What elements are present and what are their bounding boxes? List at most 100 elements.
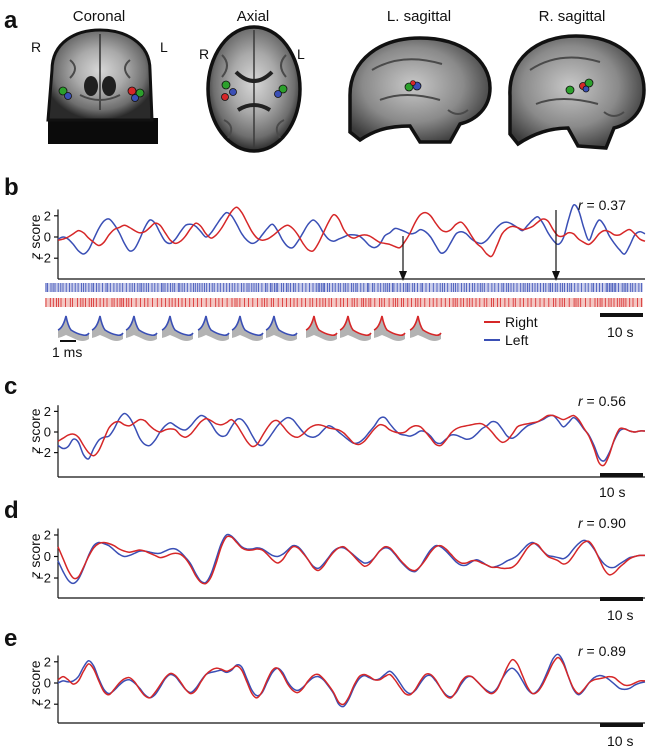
y-tick-label: 2 bbox=[44, 527, 51, 542]
waveform-shading bbox=[340, 316, 371, 341]
electrode-marker-green bbox=[278, 84, 288, 94]
y-tick-label: 2 bbox=[44, 404, 51, 419]
waveform-trace bbox=[231, 315, 264, 337]
coronal-ventricle-right bbox=[102, 76, 116, 96]
y-tick-label: 2 bbox=[44, 208, 51, 223]
waveform-trace bbox=[373, 315, 406, 337]
chart-d: 2 0 −2 bbox=[36, 527, 646, 599]
event-arrow bbox=[552, 210, 560, 281]
coronal-view: Coronal R L bbox=[31, 8, 168, 144]
waveform-trace bbox=[57, 315, 90, 337]
axial-sulci bbox=[221, 54, 287, 139]
panel-d: d z score 2 0 −2 r = 0.90 10 s bbox=[4, 497, 646, 623]
coronal-base bbox=[48, 118, 158, 144]
electrode-marker-green bbox=[584, 78, 594, 88]
waveform-shading bbox=[92, 316, 123, 341]
series-line-left bbox=[57, 412, 646, 462]
y-tick-label: −2 bbox=[36, 697, 51, 712]
panel-label-b: b bbox=[4, 174, 19, 201]
spike-waveforms bbox=[57, 315, 442, 341]
waveform-shading bbox=[232, 316, 263, 341]
chart-c: 2 0 −2 bbox=[36, 404, 646, 478]
legend-label-right: Right bbox=[505, 314, 538, 330]
left-sagittal-sulci bbox=[371, 58, 469, 115]
y-tick-label: −2 bbox=[36, 251, 51, 266]
panel-e: e z score 2 0 −2 r = 0.89 10 s bbox=[4, 625, 646, 749]
spike-raster-right bbox=[45, 298, 643, 307]
coronal-left-marker: R bbox=[31, 39, 41, 55]
waveform-shading bbox=[198, 316, 229, 341]
right-sagittal-title: R. sagittal bbox=[539, 8, 606, 25]
chart-e: 2 0 −2 bbox=[36, 653, 646, 724]
panel-label-e: e bbox=[4, 625, 17, 652]
electrode-marker-red bbox=[127, 86, 137, 96]
axial-left-marker: R bbox=[199, 46, 209, 62]
electrode-marker-blue bbox=[229, 88, 237, 96]
time-scale-label: 10 s bbox=[607, 324, 633, 340]
series-line-left bbox=[57, 533, 646, 585]
waveform-trace bbox=[197, 315, 230, 337]
coronal-right-marker: L bbox=[160, 39, 168, 55]
coronal-title: Coronal bbox=[73, 8, 126, 25]
correlation-annotation: r = 0.37 bbox=[578, 197, 626, 213]
right-sagittal-view: R. sagittal bbox=[508, 8, 646, 150]
coronal-ventricle-left bbox=[84, 76, 98, 96]
waveform-trace bbox=[91, 315, 124, 337]
time-scale-label: 10 s bbox=[607, 607, 633, 623]
legend: Right Left bbox=[484, 314, 538, 348]
panel-c: c z score 2 0 −2 r = 0.56 10 s bbox=[4, 373, 646, 500]
y-tick-label: 0 bbox=[44, 676, 51, 691]
axial-ventricles bbox=[234, 70, 274, 112]
y-tick-label: 0 bbox=[44, 549, 51, 564]
electrode-marker-blue bbox=[274, 90, 282, 98]
time-scale-label: 10 s bbox=[599, 484, 625, 500]
electrode-marker-green bbox=[565, 85, 575, 95]
waveform-shading bbox=[410, 316, 441, 341]
electrode-marker-blue bbox=[582, 85, 590, 93]
waveform-shading bbox=[162, 316, 193, 341]
axial-title: Axial bbox=[237, 8, 270, 25]
electrode-marker-blue bbox=[64, 92, 72, 100]
waveform-shading bbox=[266, 316, 297, 341]
left-sagittal-title: L. sagittal bbox=[387, 8, 451, 25]
time-scale-label: 10 s bbox=[607, 733, 633, 749]
series-line-left bbox=[57, 204, 646, 255]
series-line-right bbox=[57, 414, 646, 467]
series-line-right bbox=[57, 535, 646, 585]
y-axis-label: z score bbox=[27, 533, 43, 579]
y-axis-label: z score bbox=[27, 408, 43, 454]
series-line-right bbox=[57, 656, 646, 706]
right-sagittal-sulci bbox=[529, 56, 625, 117]
y-tick-label: 2 bbox=[44, 654, 51, 669]
waveform-shading bbox=[58, 316, 89, 341]
panel-label-c: c bbox=[4, 373, 17, 400]
panel-label-d: d bbox=[4, 497, 19, 524]
electrode-marker-red bbox=[410, 80, 416, 86]
axial-view: Axial R L bbox=[199, 8, 305, 153]
electrode-marker-green bbox=[58, 86, 68, 96]
coronal-sulci bbox=[69, 59, 131, 101]
series-line-right bbox=[57, 206, 646, 258]
spike-raster-left bbox=[45, 283, 643, 292]
correlation-annotation: r = 0.90 bbox=[578, 515, 626, 531]
panel-b: b z score 20−2 r = 0.37 1 ms Right Left … bbox=[4, 174, 646, 360]
panel-a: a Coronal R L Axial R L bbox=[4, 7, 646, 153]
electrode-marker-green bbox=[221, 80, 231, 90]
raster-band-right bbox=[45, 298, 643, 307]
waveform-shading bbox=[374, 316, 405, 341]
electrode-marker-green bbox=[135, 88, 145, 98]
waveform-trace bbox=[305, 315, 338, 337]
y-tick-label: 0 bbox=[44, 425, 51, 440]
waveform-trace bbox=[161, 315, 194, 337]
waveform-shading bbox=[126, 316, 157, 341]
left-sagittal-brain-image bbox=[348, 36, 492, 144]
y-tick-label: 0 bbox=[44, 230, 51, 245]
axial-right-marker: L bbox=[297, 46, 305, 62]
y-axis-label: z score bbox=[27, 214, 43, 260]
electrode-marker-red bbox=[221, 93, 229, 101]
waveform-scale-label: 1 ms bbox=[52, 344, 82, 360]
y-tick-label: −2 bbox=[36, 445, 51, 460]
waveform-trace bbox=[265, 315, 298, 337]
electrode-marker-blue bbox=[131, 94, 139, 102]
